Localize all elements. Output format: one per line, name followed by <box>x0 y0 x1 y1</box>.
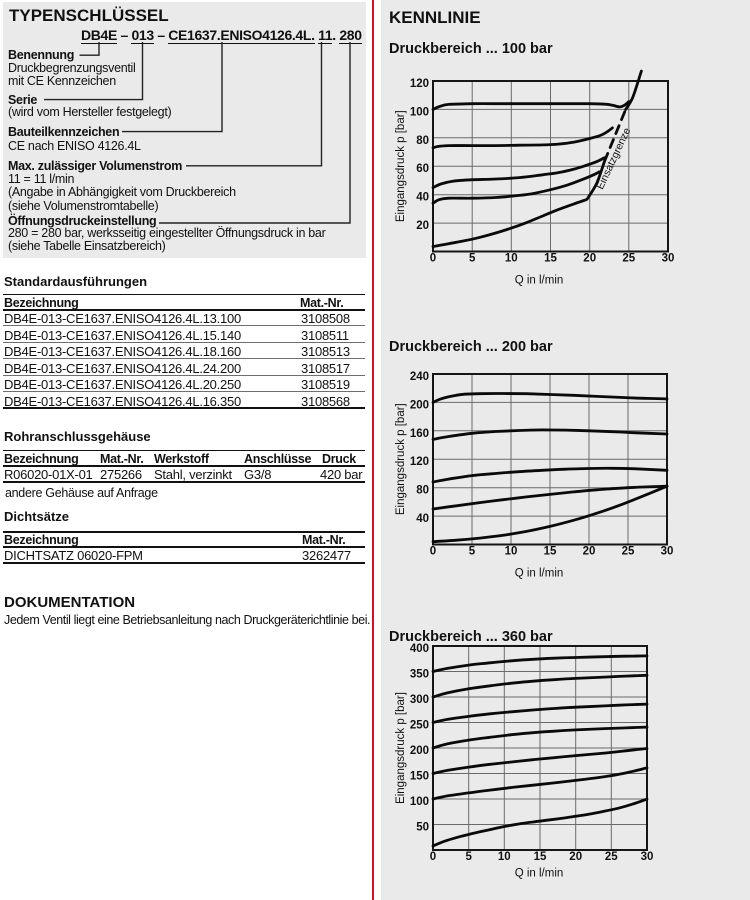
svg-text:20: 20 <box>583 546 596 558</box>
svg-text:350: 350 <box>410 669 429 681</box>
svg-text:Q in l/min: Q in l/min <box>515 868 564 880</box>
svg-text:160: 160 <box>410 428 429 440</box>
svg-text:5: 5 <box>465 851 472 863</box>
svg-text:Eingangsdruck p [bar]: Eingangsdruck p [bar] <box>395 110 407 222</box>
svg-text:200: 200 <box>410 745 429 757</box>
svg-text:10: 10 <box>498 851 511 863</box>
svg-text:240: 240 <box>410 371 429 383</box>
svg-text:5: 5 <box>469 253 476 265</box>
svg-text:30: 30 <box>661 546 674 558</box>
svg-text:40: 40 <box>416 513 429 525</box>
svg-text:25: 25 <box>622 546 635 558</box>
svg-text:100: 100 <box>410 106 429 118</box>
svg-text:80: 80 <box>416 485 429 497</box>
svg-text:15: 15 <box>544 546 557 558</box>
svg-text:Q in l/min: Q in l/min <box>515 275 564 287</box>
svg-text:250: 250 <box>410 720 429 732</box>
svg-text:300: 300 <box>410 694 429 706</box>
svg-text:Eingangsdruck p [bar]: Eingangsdruck p [bar] <box>395 403 407 515</box>
svg-text:400: 400 <box>410 643 429 655</box>
svg-text:30: 30 <box>662 253 675 265</box>
svg-text:120: 120 <box>410 78 429 90</box>
svg-text:120: 120 <box>410 456 429 468</box>
svg-text:60: 60 <box>416 163 429 175</box>
svg-text:20: 20 <box>583 253 596 265</box>
svg-text:80: 80 <box>416 135 429 147</box>
svg-text:100: 100 <box>410 796 429 808</box>
svg-text:200: 200 <box>410 399 429 411</box>
svg-text:20: 20 <box>416 220 429 232</box>
svg-text:15: 15 <box>534 851 547 863</box>
svg-text:25: 25 <box>622 253 635 265</box>
svg-text:50: 50 <box>416 822 429 834</box>
svg-text:40: 40 <box>416 192 429 204</box>
svg-text:0: 0 <box>430 851 436 863</box>
svg-text:Eingangsdruck p [bar]: Eingangsdruck p [bar] <box>395 692 407 804</box>
svg-text:25: 25 <box>605 851 618 863</box>
svg-text:10: 10 <box>505 253 518 265</box>
svg-text:Q in l/min: Q in l/min <box>515 568 564 580</box>
svg-text:0: 0 <box>430 253 436 265</box>
svg-text:150: 150 <box>410 771 429 783</box>
svg-text:30: 30 <box>641 851 654 863</box>
svg-text:20: 20 <box>569 851 582 863</box>
svg-text:10: 10 <box>505 546 518 558</box>
svg-text:15: 15 <box>544 253 557 265</box>
svg-text:0: 0 <box>430 546 436 558</box>
svg-text:5: 5 <box>469 546 476 558</box>
